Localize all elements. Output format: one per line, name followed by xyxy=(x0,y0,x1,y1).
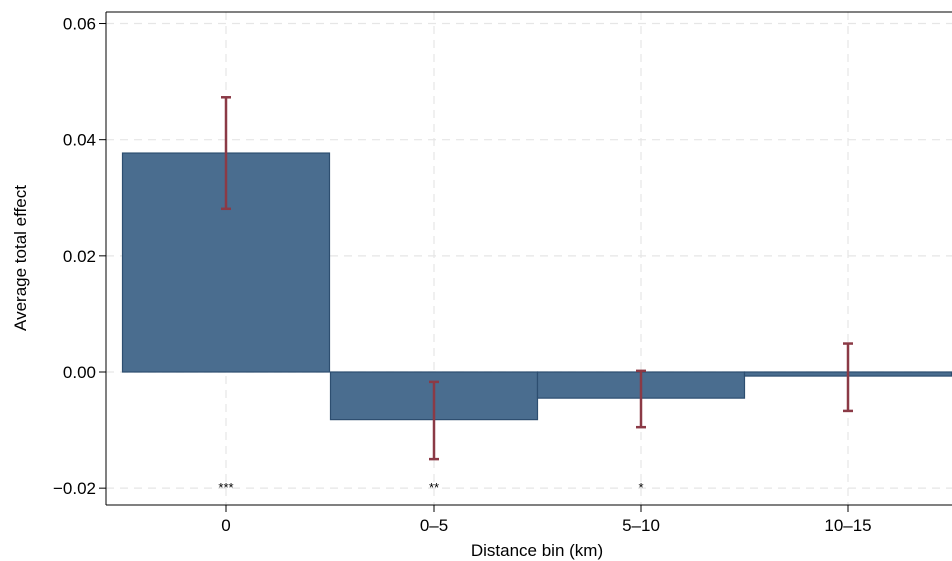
y-tick-label: 0.04 xyxy=(63,131,96,150)
x-tick-label: 10–15 xyxy=(824,516,871,535)
y-tick-label: −0.02 xyxy=(53,479,96,498)
significance-label: ** xyxy=(429,480,439,495)
axes xyxy=(105,11,952,506)
x-axis-title: Distance bin (km) xyxy=(471,541,603,560)
y-tick-label: 0.00 xyxy=(63,363,96,382)
y-axis-title: Average total effect xyxy=(11,185,30,331)
y-tick-label: 0.06 xyxy=(63,15,96,34)
x-tick-label: 0 xyxy=(221,516,230,535)
significance-labels: *** ** * xyxy=(218,480,643,495)
error-bar xyxy=(221,96,231,211)
significance-label: *** xyxy=(218,480,233,495)
bars xyxy=(121,152,952,421)
error-bar xyxy=(843,342,853,413)
x-tick-label: 0–5 xyxy=(420,516,448,535)
error-bar xyxy=(429,380,439,461)
x-tick-label: 5–10 xyxy=(622,516,660,535)
error-bars xyxy=(221,96,853,461)
y-tick-label: 0.02 xyxy=(63,247,96,266)
significance-label: * xyxy=(638,480,643,495)
y-ticks: −0.02 0.00 0.02 0.04 0.06 xyxy=(53,15,106,498)
x-ticks: 0 0–5 5–10 10–15 xyxy=(221,505,872,535)
error-bar xyxy=(636,369,646,429)
